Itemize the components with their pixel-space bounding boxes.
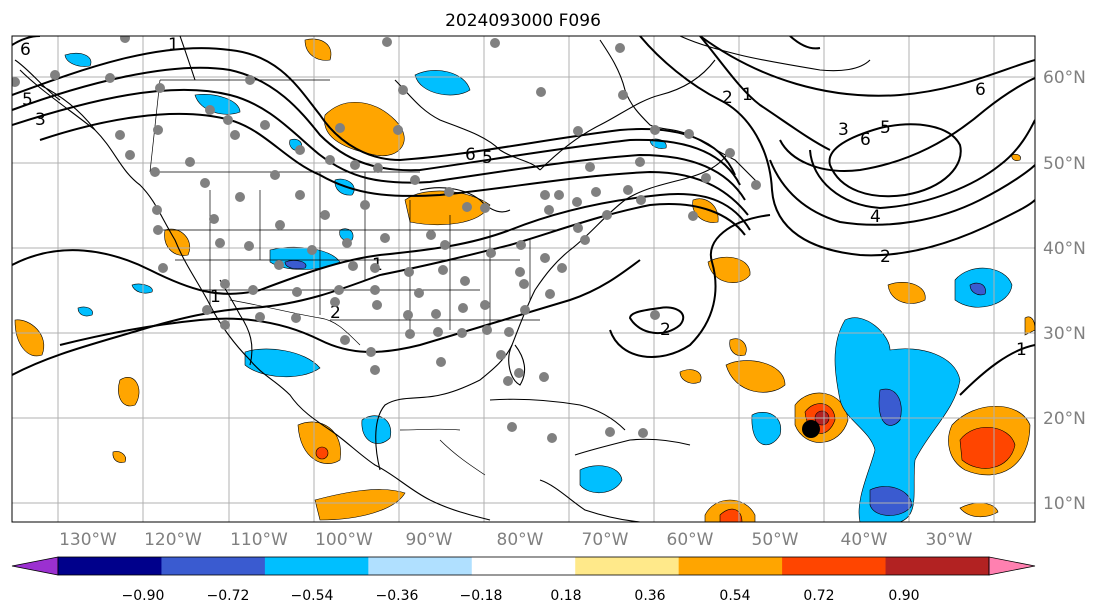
lon-label: 70°W [582, 530, 629, 550]
lon-label: 50°W [752, 530, 799, 550]
contour-label-6d: 6 [860, 130, 871, 150]
lon-label: 40°W [841, 530, 888, 550]
coastlines [14, 36, 871, 522]
contour-label-3: 3 [838, 120, 849, 140]
lat-label: 30°N [1043, 324, 1086, 344]
lon-label: 130°W [59, 530, 117, 550]
contour-label-6c: 6 [975, 80, 986, 100]
colorbar-segment [471, 557, 576, 575]
contour-label-6b: 6 [465, 145, 476, 165]
colorbar-tick: −0.36 [376, 588, 419, 604]
colorbar-tick: 0.36 [634, 588, 665, 604]
map-area: 6 6 5 6 6 5 4 3 2 2 1 2 2 1 1 1 1 3 5 [12, 35, 1035, 522]
colorbar-segment [782, 557, 887, 575]
height-contours [12, 36, 1035, 396]
station-points [12, 36, 761, 443]
colorbar-segment [575, 557, 680, 575]
lon-label: 120°W [144, 530, 202, 550]
colorbar-frame [57, 556, 990, 576]
colorbar-under-arrow [11, 556, 59, 576]
contour-label-2d: 2 [330, 303, 341, 323]
contour-label-5c: 5 [22, 90, 33, 110]
colorbar-tick: 0.54 [719, 588, 750, 604]
lon-label: 80°W [497, 530, 544, 550]
map-title: 2024093000 F096 [445, 11, 601, 31]
contour-label-6: 6 [20, 40, 31, 60]
colorbar [11, 556, 1036, 576]
lon-label: 110°W [230, 530, 288, 550]
colorbar-segment [885, 557, 990, 575]
lat-label: 40°N [1043, 239, 1086, 259]
lon-label: 100°W [315, 530, 373, 550]
colorbar-segment [161, 557, 266, 575]
colorbar-over-arrow [988, 556, 1036, 576]
colorbar-segment [264, 557, 369, 575]
colorbar-tick: −0.18 [460, 588, 503, 604]
lat-label: 20°N [1043, 409, 1086, 429]
lon-label: 90°W [406, 530, 453, 550]
colorbar-tick: −0.90 [122, 588, 165, 604]
lat-label: 60°N [1043, 68, 1086, 88]
contour-label-3b: 3 [35, 110, 46, 130]
longitude-labels: 130°W 120°W 110°W 100°W 90°W 80°W 70°W 6… [59, 530, 973, 550]
colorbar-tick: 0.18 [550, 588, 581, 604]
colorbar-ticks: −0.90 −0.72 −0.54 −0.36 −0.18 0.18 0.36 … [122, 588, 920, 604]
contour-label-1: 1 [742, 85, 753, 105]
contour-label-5b: 5 [880, 118, 891, 138]
colorbar-tick: −0.54 [291, 588, 334, 604]
colorbar-segment [58, 557, 162, 575]
colorbar-tick: −0.72 [207, 588, 250, 604]
storm-center-marker [802, 420, 820, 438]
lat-label: 50°N [1043, 154, 1086, 174]
latitude-labels: 60°N 50°N 40°N 30°N 20°N 10°N [1043, 68, 1086, 514]
contour-label-2b: 2 [722, 88, 733, 108]
contour-label-1b: 1 [210, 287, 221, 307]
colorbar-segment [368, 557, 473, 575]
lon-label: 30°W [926, 530, 973, 550]
lon-label: 60°W [667, 530, 714, 550]
political-borders [149, 79, 560, 476]
colorbar-tick: 0.72 [803, 588, 834, 604]
colorbar-segment [678, 557, 783, 575]
contour-label-5: 5 [482, 148, 493, 168]
contour-label-4: 4 [870, 207, 881, 227]
contour-label-1e: 1 [168, 35, 179, 55]
contour-label-2: 2 [880, 247, 891, 267]
map-frame [11, 35, 1036, 523]
contour-label-1d: 1 [1016, 340, 1027, 360]
colorbar-tick: 0.90 [888, 588, 919, 604]
contour-label-2c: 2 [660, 320, 671, 340]
lat-label: 10°N [1043, 494, 1086, 514]
contour-labels: 6 6 5 6 6 5 4 3 2 2 1 2 2 1 1 1 1 3 5 [20, 35, 1027, 360]
